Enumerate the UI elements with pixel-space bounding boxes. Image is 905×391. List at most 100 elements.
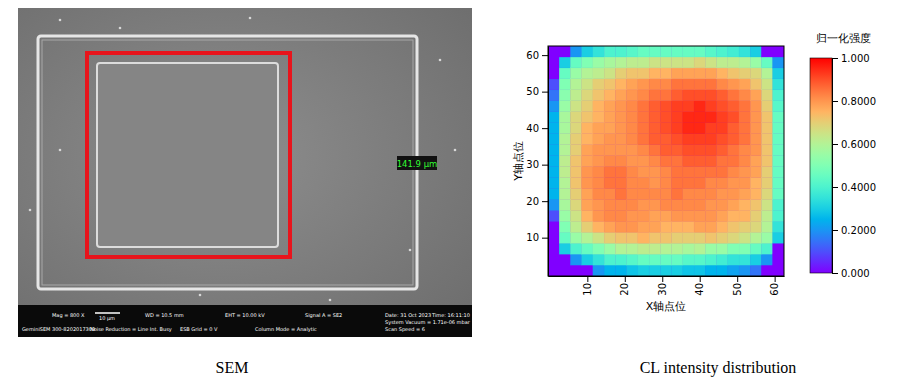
heatmap-cell bbox=[683, 145, 694, 156]
heatmap-cell bbox=[627, 232, 638, 243]
heatmap-cell bbox=[548, 221, 559, 232]
heatmap-cell bbox=[694, 232, 705, 243]
heatmap-cell bbox=[638, 188, 649, 199]
heatmap-cell bbox=[593, 57, 604, 68]
heatmap-cell bbox=[683, 123, 694, 134]
heatmap-cell bbox=[559, 46, 570, 57]
y-tick: 40 bbox=[526, 123, 548, 134]
heatmap-cell bbox=[559, 57, 570, 68]
heatmap-cell bbox=[750, 177, 761, 188]
heatmap-cell bbox=[739, 254, 750, 265]
colorbar-tick: 1.000 bbox=[832, 53, 870, 64]
heatmap-cell bbox=[717, 232, 728, 243]
colorbar-tick: 0.4000 bbox=[832, 182, 876, 193]
heatmap-cell bbox=[728, 188, 739, 199]
sem-panel: 141.9 µm10 µmMag = 800 XWD = 10.5 mmEHT … bbox=[18, 8, 472, 337]
heatmap-cell bbox=[570, 221, 581, 232]
heatmap-cell bbox=[750, 156, 761, 167]
heatmap-cell bbox=[705, 68, 716, 79]
heatmap-cell bbox=[649, 221, 660, 232]
heatmap-cell bbox=[548, 177, 559, 188]
heatmap-cell bbox=[593, 46, 604, 57]
heatmap-cell bbox=[717, 112, 728, 123]
heatmap-cell bbox=[604, 57, 615, 68]
sem-scale-bar-line bbox=[95, 312, 120, 314]
heatmap-cell bbox=[683, 243, 694, 254]
heatmap-cell bbox=[593, 145, 604, 156]
heatmap-cell bbox=[593, 79, 604, 90]
heatmap-cell bbox=[660, 90, 671, 101]
x-tick-mark bbox=[662, 276, 663, 282]
colorbar-tick-mark bbox=[832, 273, 838, 274]
heatmap-cell bbox=[705, 145, 716, 156]
heatmap-cell bbox=[739, 46, 750, 57]
colorbar-tick: 0.6000 bbox=[832, 139, 876, 150]
heatmap-cell bbox=[615, 123, 626, 134]
colorbar-tick: 0.000 bbox=[832, 268, 870, 279]
y-tick-mark bbox=[542, 165, 548, 166]
heatmap-cell bbox=[593, 112, 604, 123]
heatmap-cell bbox=[660, 57, 671, 68]
heatmap-cell bbox=[705, 243, 716, 254]
heatmap-cell bbox=[638, 265, 649, 276]
heatmap-cell bbox=[762, 199, 773, 210]
heatmap-cell bbox=[649, 254, 660, 265]
colorbar-tick-mark bbox=[832, 144, 838, 145]
heatmap-cell bbox=[694, 57, 705, 68]
heatmap-cell bbox=[559, 210, 570, 221]
heatmap-cell bbox=[750, 221, 761, 232]
heatmap-cell bbox=[773, 166, 784, 177]
heatmap-cell bbox=[762, 79, 773, 90]
heatmap-cell bbox=[548, 46, 559, 57]
heatmap-cell bbox=[660, 221, 671, 232]
sem-background bbox=[18, 8, 472, 337]
heatmap-cell bbox=[773, 243, 784, 254]
heatmap-cell bbox=[728, 156, 739, 167]
heatmap-cell bbox=[593, 254, 604, 265]
heatmap-cell bbox=[683, 265, 694, 276]
heatmap-cell bbox=[559, 134, 570, 145]
x-tick: 60 bbox=[769, 276, 780, 296]
heatmap-cell bbox=[739, 145, 750, 156]
heatmap-cell bbox=[638, 68, 649, 79]
heatmap-cell bbox=[638, 221, 649, 232]
y-tick-label: 30 bbox=[526, 159, 539, 170]
colorbar-tick-label: 0.000 bbox=[841, 268, 870, 279]
heatmap-cell bbox=[638, 57, 649, 68]
x-tick: 30 bbox=[657, 276, 668, 296]
heatmap-cell bbox=[750, 112, 761, 123]
heatmap-cell bbox=[717, 145, 728, 156]
heatmap-cell bbox=[604, 254, 615, 265]
x-tick: 40 bbox=[694, 276, 705, 296]
x-tick-mark bbox=[587, 276, 588, 282]
heatmap-cell bbox=[717, 166, 728, 177]
heatmap-cell bbox=[694, 145, 705, 156]
heatmap-cell bbox=[750, 134, 761, 145]
heatmap-cell bbox=[593, 243, 604, 254]
heatmap-cell bbox=[750, 265, 761, 276]
heatmap-cells bbox=[548, 46, 784, 276]
heatmap-cell bbox=[570, 68, 581, 79]
heatmap-cell bbox=[548, 112, 559, 123]
heatmap-cell bbox=[570, 254, 581, 265]
heatmap-cell bbox=[717, 79, 728, 90]
heatmap-cell bbox=[615, 177, 626, 188]
heatmap-cell bbox=[649, 112, 660, 123]
heatmap-cell bbox=[705, 199, 716, 210]
heatmap-cell bbox=[728, 177, 739, 188]
heatmap-cell bbox=[660, 112, 671, 123]
sem-info-text: Mag = 800 X bbox=[52, 312, 85, 319]
heatmap-cell bbox=[627, 112, 638, 123]
heatmap-cell bbox=[728, 68, 739, 79]
heatmap-cell bbox=[660, 68, 671, 79]
heatmap-cell bbox=[672, 232, 683, 243]
heatmap-cell bbox=[548, 232, 559, 243]
heatmap-cell bbox=[705, 79, 716, 90]
sem-outer-frame-shadow bbox=[42, 40, 413, 285]
heatmap-cell bbox=[638, 210, 649, 221]
y-tick: 20 bbox=[526, 196, 548, 207]
heatmap-cell bbox=[570, 101, 581, 112]
heatmap-cell bbox=[705, 134, 716, 145]
heatmap-cell bbox=[694, 210, 705, 221]
heatmap-cell bbox=[615, 156, 626, 167]
